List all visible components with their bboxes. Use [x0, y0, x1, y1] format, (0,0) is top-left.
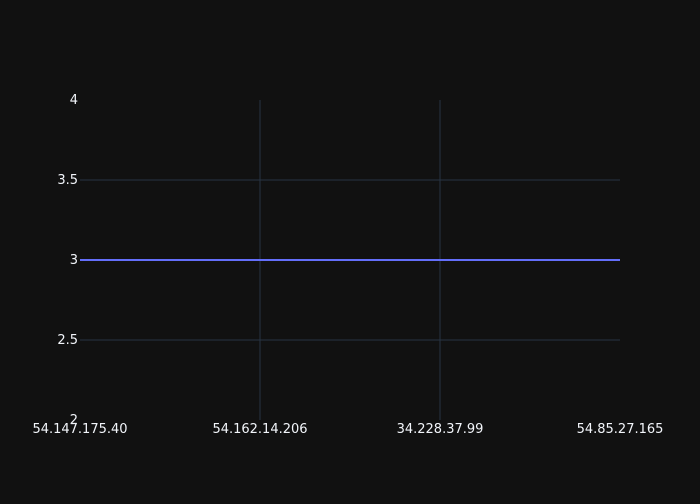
- y-axis-tick-labels: 22.533.54: [57, 93, 78, 428]
- x-tick-label: 54.85.27.165: [577, 422, 664, 437]
- y-tick-label: 2.5: [57, 333, 78, 348]
- y-tick-label: 3: [70, 253, 78, 268]
- x-tick-label: 34.228.37.99: [397, 422, 484, 437]
- x-tick-label: 54.147.175.40: [32, 422, 127, 437]
- y-tick-label: 4: [70, 93, 78, 108]
- x-tick-label: 54.162.14.206: [212, 422, 307, 437]
- x-axis-tick-labels: 54.147.175.40 54.162.14.206 34.228.37.99 54…: [32, 422, 663, 437]
- y-tick-label: 3.5: [57, 173, 78, 188]
